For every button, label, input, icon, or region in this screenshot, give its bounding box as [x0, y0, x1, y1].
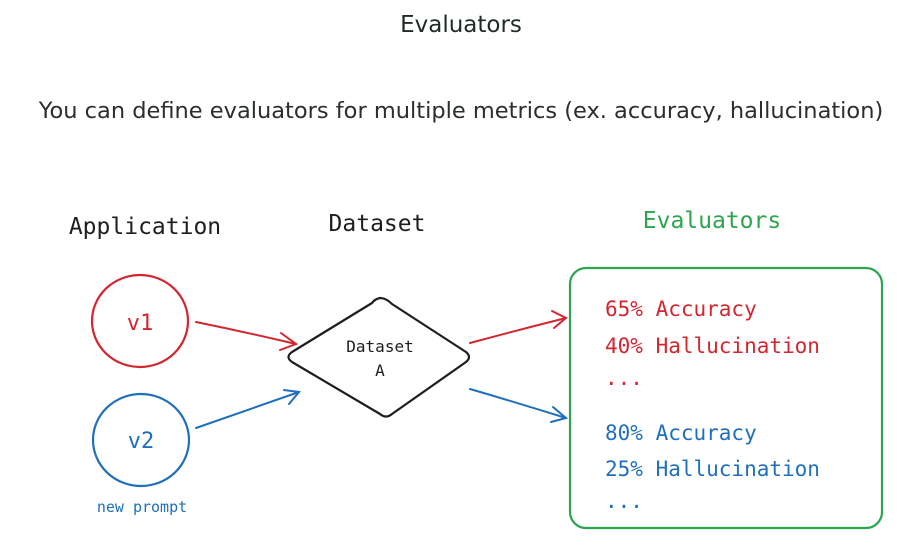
arrow-v1-to-dataset: [195, 321, 299, 351]
page-subtitle: You can define evaluators for multiple m…: [38, 98, 884, 124]
header-evaluators: Evaluators: [643, 208, 781, 234]
v2-more-results: ...: [605, 489, 643, 513]
v1-hallucination-result: 40% Hallucination: [605, 334, 820, 358]
v2-note: new prompt: [97, 498, 187, 516]
version-v1-node: v1: [90, 273, 190, 369]
dataset-node-sublabel: A: [375, 361, 385, 380]
page-title: Evaluators: [400, 12, 522, 38]
dataset-node-label: Dataset: [346, 337, 413, 356]
dataset-diamond: [287, 296, 471, 418]
arrow-v2-to-dataset: [195, 389, 301, 429]
v2-hallucination-result: 25% Hallucination: [605, 457, 820, 481]
version-v2-node: v2: [91, 392, 191, 488]
v1-circle: [90, 273, 190, 369]
v1-accuracy-result: 65% Accuracy: [605, 297, 757, 321]
v1-more-results: ...: [605, 366, 643, 390]
dataset-node: Dataset A: [287, 296, 471, 418]
evaluators-results-box: [568, 266, 884, 530]
header-application: Application: [69, 214, 221, 240]
v2-accuracy-result: 80% Accuracy: [605, 421, 757, 445]
arrow-dataset-to-v1-results: [469, 310, 568, 344]
header-dataset: Dataset: [329, 211, 426, 237]
v2-circle: [91, 392, 191, 488]
arrow-dataset-to-v2-results: [469, 388, 569, 423]
v2-label: v2: [128, 429, 155, 454]
v1-label: v1: [127, 311, 154, 336]
